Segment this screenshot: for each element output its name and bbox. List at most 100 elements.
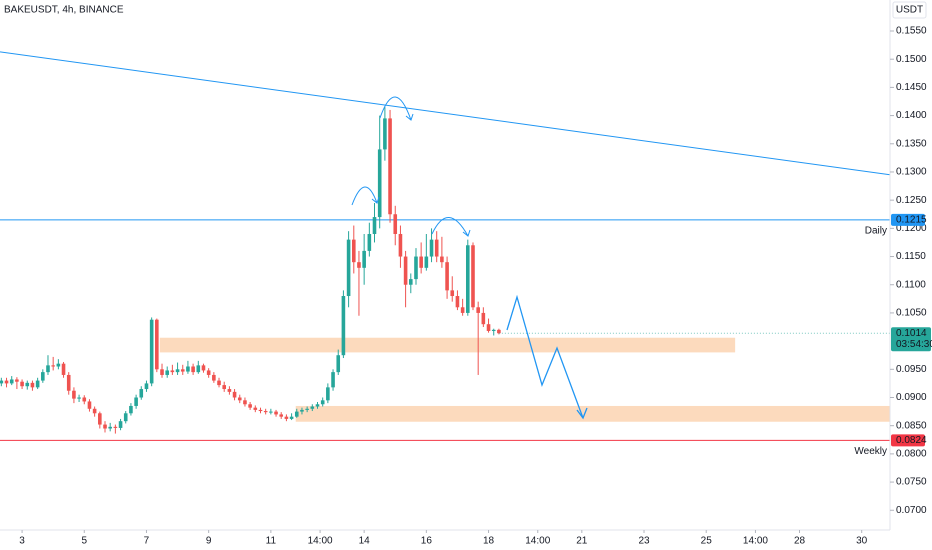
x-tick-label: 5 <box>81 536 87 547</box>
x-tick-label: 7 <box>144 536 150 547</box>
y-tick-label: 0.0700 <box>896 505 927 516</box>
x-tick-label: 30 <box>856 536 868 547</box>
x-tick-label: 14:00 <box>525 536 550 547</box>
x-tick-label: 9 <box>206 536 212 547</box>
countdown-label: 03:54:30 <box>896 339 932 350</box>
zone <box>295 405 890 422</box>
y-tick-label: 0.1300 <box>896 167 927 178</box>
candle-body <box>237 397 242 401</box>
candle-body <box>222 385 227 390</box>
candle-body <box>175 369 180 373</box>
x-tick-label: 14:00 <box>308 536 333 547</box>
candle-body <box>123 413 128 422</box>
candle-body <box>98 413 102 425</box>
y-tick-label: 0.0950 <box>896 364 927 375</box>
candle-body <box>305 408 309 410</box>
candle-body <box>217 380 221 386</box>
y-tick-label: 0.1200 <box>896 223 927 234</box>
candle-body <box>41 372 45 381</box>
x-tick-label: 14 <box>359 536 371 547</box>
candle-body <box>20 381 24 387</box>
y-tick-label: 0.0800 <box>896 449 927 460</box>
candle-body <box>25 382 30 387</box>
x-tick-label: 25 <box>701 536 713 547</box>
candle-body <box>429 239 434 257</box>
candle-body <box>434 239 439 257</box>
candle-body <box>377 149 382 218</box>
level-note: Daily <box>865 226 887 237</box>
candle-body <box>486 324 491 331</box>
candle-body <box>82 397 87 402</box>
candle-body <box>367 233 372 251</box>
candle-body <box>196 365 201 373</box>
candle-body <box>30 382 35 388</box>
candle-body <box>35 380 40 388</box>
candle-body <box>491 329 496 331</box>
candle-body <box>336 355 341 373</box>
candle-body <box>253 407 258 410</box>
candle-body <box>0 380 4 384</box>
candle-body <box>294 411 299 417</box>
arc-arrow <box>351 186 380 206</box>
candle-body <box>61 363 66 375</box>
x-tick-label: 23 <box>638 536 650 547</box>
y-tick-label: 0.1250 <box>896 195 927 206</box>
currency-box <box>892 1 927 19</box>
candle-body <box>46 365 50 373</box>
candle-body <box>129 405 133 414</box>
candle-body <box>331 372 335 388</box>
plot-area <box>0 51 891 441</box>
candle-body <box>315 404 320 407</box>
candle-body <box>212 374 216 381</box>
candle-body <box>440 256 444 263</box>
candle-body <box>180 369 185 372</box>
y-tick-label: 0.1350 <box>896 138 927 149</box>
candle-body <box>15 379 19 382</box>
candle-body <box>269 411 273 413</box>
candle-body <box>465 245 470 313</box>
candle-body <box>362 250 366 268</box>
candle-body <box>372 217 377 234</box>
x-tick-label: 21 <box>576 536 588 547</box>
level-label-box <box>891 434 925 447</box>
candle-body <box>310 406 315 409</box>
candle-body <box>191 366 195 373</box>
candle-body <box>450 290 455 297</box>
candle-body <box>113 426 118 428</box>
candle-body <box>445 262 449 291</box>
candle-body <box>357 262 361 268</box>
candle-body <box>103 424 107 429</box>
candle-body <box>51 365 55 367</box>
candle-body <box>201 365 206 371</box>
candle-body <box>144 383 149 390</box>
arc-arrow <box>379 96 414 121</box>
candle-body <box>388 118 392 215</box>
y-tick-label: 0.1050 <box>896 308 927 319</box>
arc-arrow <box>431 217 471 237</box>
y-tick-label: 0.1400 <box>896 110 927 121</box>
y-tick-label: 0.1450 <box>896 82 927 93</box>
candle-body <box>72 390 76 399</box>
candle-body <box>165 370 170 375</box>
candle-body <box>408 279 413 285</box>
candle-body <box>87 401 92 409</box>
zone <box>159 337 736 353</box>
candle-body <box>155 319 159 370</box>
candle-body <box>471 245 475 308</box>
candle-body <box>476 307 480 313</box>
candle-body <box>481 312 486 325</box>
trendline <box>0 51 891 176</box>
candle-body <box>243 400 247 405</box>
candle-body <box>414 256 418 280</box>
candle-body <box>455 296 460 308</box>
candle-body <box>419 256 423 268</box>
x-tick-label: 3 <box>19 536 25 547</box>
candle-body <box>284 416 289 419</box>
candle-body <box>383 118 387 150</box>
candle-body <box>227 389 232 392</box>
candle-body <box>4 380 9 384</box>
candle-body <box>186 366 190 372</box>
candle-body <box>77 397 81 399</box>
currency-label: USDT <box>896 5 923 16</box>
y-tick-label: 0.1100 <box>896 279 926 290</box>
